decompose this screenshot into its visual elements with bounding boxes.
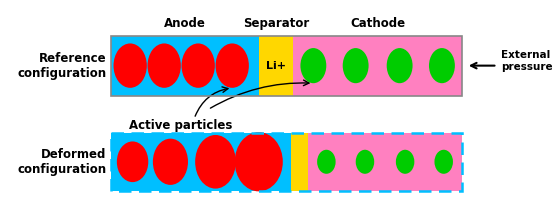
Ellipse shape [117,141,148,182]
Text: Separator: Separator [243,17,309,30]
Ellipse shape [429,48,455,83]
Bar [308,133,462,191]
Bar [111,36,259,96]
Ellipse shape [181,43,215,88]
Ellipse shape [356,150,374,174]
Text: Active particles: Active particles [129,119,232,132]
Ellipse shape [317,150,336,174]
Text: Li+: Li+ [266,61,286,71]
Ellipse shape [153,139,188,185]
Ellipse shape [216,43,249,88]
Ellipse shape [343,48,369,83]
Text: Cathode: Cathode [350,17,405,30]
Ellipse shape [387,48,413,83]
Ellipse shape [435,150,453,174]
Bar [293,36,462,96]
Ellipse shape [396,150,414,174]
Text: Reference
configuration: Reference configuration [17,52,106,80]
Ellipse shape [148,43,181,88]
Text: Deformed
configuration: Deformed configuration [17,148,106,176]
Ellipse shape [113,43,147,88]
Ellipse shape [234,132,283,191]
Ellipse shape [195,135,236,189]
Bar [259,36,293,96]
Bar [111,36,462,96]
Ellipse shape [300,48,326,83]
Text: Anode: Anode [164,17,206,30]
Bar [291,133,308,191]
Bar [111,133,291,191]
Text: External
pressure: External pressure [501,50,552,72]
Bar [111,133,462,191]
